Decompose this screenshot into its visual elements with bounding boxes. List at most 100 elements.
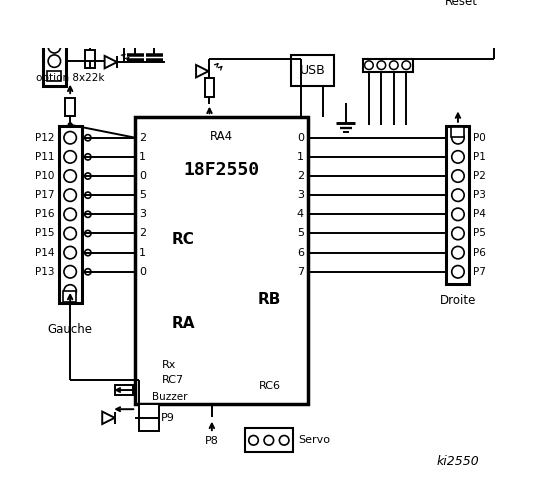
Circle shape — [452, 208, 464, 220]
Text: P9: P9 — [160, 413, 174, 422]
Text: P0: P0 — [473, 133, 486, 143]
Text: 3: 3 — [139, 209, 146, 219]
Bar — [65, 97, 75, 116]
Circle shape — [48, 40, 61, 53]
Circle shape — [364, 61, 373, 70]
Circle shape — [64, 151, 76, 163]
Text: 5: 5 — [139, 190, 146, 200]
Text: 1: 1 — [139, 152, 146, 162]
Text: P5: P5 — [473, 228, 486, 239]
Text: P4: P4 — [473, 209, 486, 219]
Text: Reset: Reset — [445, 0, 478, 8]
Text: P3: P3 — [473, 190, 486, 200]
Circle shape — [249, 435, 258, 445]
Text: 2: 2 — [139, 228, 146, 239]
Text: USB: USB — [300, 64, 325, 77]
Circle shape — [452, 151, 464, 163]
Bar — [291, 55, 334, 86]
Circle shape — [452, 132, 464, 144]
Circle shape — [48, 55, 61, 67]
Bar — [43, 36, 66, 86]
Text: RC: RC — [171, 232, 194, 247]
Circle shape — [64, 208, 76, 220]
Bar — [85, 50, 95, 68]
Text: Droite: Droite — [440, 294, 476, 307]
Text: RA: RA — [171, 315, 195, 331]
Circle shape — [85, 250, 91, 256]
Circle shape — [264, 435, 274, 445]
Text: 5: 5 — [297, 228, 304, 239]
Bar — [59, 126, 82, 303]
Circle shape — [452, 246, 464, 259]
Circle shape — [85, 134, 91, 141]
Text: 4: 4 — [296, 209, 304, 219]
Text: P13: P13 — [35, 267, 55, 277]
Bar — [47, 71, 61, 81]
Text: RC6: RC6 — [259, 381, 281, 391]
Circle shape — [64, 189, 76, 202]
Text: P12: P12 — [35, 133, 55, 143]
Bar — [246, 428, 293, 452]
Text: Buzzer: Buzzer — [152, 392, 187, 402]
Text: 3: 3 — [297, 190, 304, 200]
Text: 1: 1 — [139, 248, 146, 258]
Bar — [114, 385, 133, 395]
Text: 1: 1 — [297, 152, 304, 162]
Text: P16: P16 — [35, 209, 55, 219]
Bar — [205, 78, 214, 96]
Circle shape — [389, 61, 398, 70]
Circle shape — [64, 285, 76, 297]
Text: ki2550: ki2550 — [437, 456, 480, 468]
Circle shape — [85, 154, 91, 160]
Bar — [446, 126, 469, 284]
Text: RC7: RC7 — [161, 375, 184, 385]
Circle shape — [85, 192, 91, 198]
Circle shape — [64, 265, 76, 278]
Text: Servo: Servo — [298, 435, 330, 445]
Circle shape — [452, 170, 464, 182]
Bar — [139, 405, 159, 431]
Text: 6: 6 — [297, 248, 304, 258]
Text: 2: 2 — [139, 133, 146, 143]
Circle shape — [85, 173, 91, 179]
Circle shape — [452, 265, 464, 278]
Text: P1: P1 — [473, 152, 486, 162]
Circle shape — [85, 269, 91, 275]
Text: 0: 0 — [297, 133, 304, 143]
Text: 7: 7 — [296, 267, 304, 277]
Circle shape — [377, 61, 385, 70]
Text: P6: P6 — [473, 248, 486, 258]
Text: P11: P11 — [35, 152, 55, 162]
Text: P8: P8 — [205, 436, 219, 446]
Bar — [63, 291, 76, 302]
Bar — [135, 117, 307, 405]
Text: RB: RB — [258, 291, 281, 307]
Text: P15: P15 — [35, 228, 55, 239]
Text: Rx: Rx — [161, 360, 176, 370]
Circle shape — [64, 246, 76, 259]
Text: 0: 0 — [139, 171, 146, 181]
Text: P2: P2 — [473, 171, 486, 181]
Circle shape — [64, 132, 76, 144]
Text: 0: 0 — [139, 267, 146, 277]
Text: 18F2550: 18F2550 — [184, 161, 259, 179]
Bar — [451, 127, 464, 137]
Text: RA4: RA4 — [210, 130, 233, 143]
Text: 2: 2 — [296, 171, 304, 181]
Text: P17: P17 — [35, 190, 55, 200]
Circle shape — [279, 435, 289, 445]
Circle shape — [85, 211, 91, 217]
Bar — [363, 59, 413, 72]
Bar — [489, 16, 499, 34]
Text: P14: P14 — [35, 248, 55, 258]
Circle shape — [85, 230, 91, 237]
Circle shape — [67, 122, 73, 127]
Text: P7: P7 — [473, 267, 486, 277]
Circle shape — [64, 227, 76, 240]
Text: option 8x22k: option 8x22k — [36, 73, 105, 83]
Text: Gauche: Gauche — [48, 323, 93, 336]
Circle shape — [402, 61, 410, 70]
Circle shape — [452, 189, 464, 202]
Text: P10: P10 — [35, 171, 55, 181]
Circle shape — [452, 227, 464, 240]
